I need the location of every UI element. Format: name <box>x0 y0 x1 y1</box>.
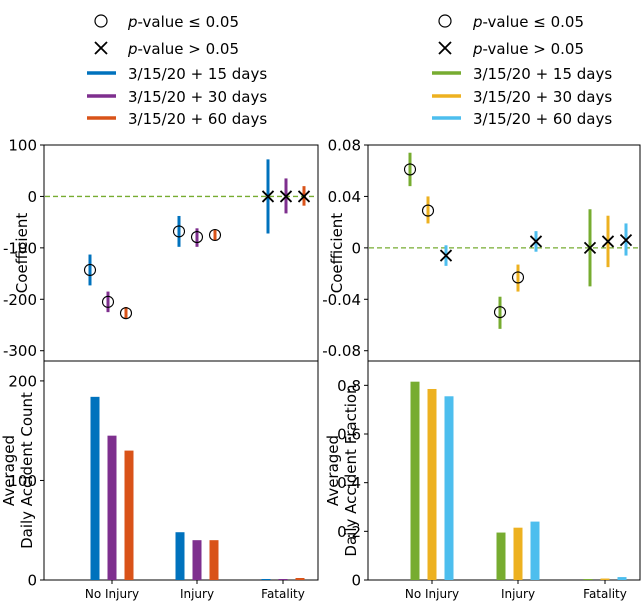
estimate-x-marker <box>297 190 311 203</box>
y-tick-label: 0 <box>351 572 361 590</box>
y-axis-label-line1: Averaged <box>324 435 342 506</box>
bar <box>600 578 610 580</box>
count-bar-panel-left: 0 100 200 Averaged Daily Accident Count No In… <box>0 360 319 601</box>
estimate-x-marker <box>619 234 633 247</box>
legend-p-rest: -value > 0.05 <box>483 40 584 58</box>
y-tick-label: -100 <box>3 239 37 257</box>
bar <box>124 450 134 580</box>
bar <box>175 532 185 580</box>
legend-p-rest: -value ≤ 0.05 <box>483 13 584 31</box>
estimate-circle-marker <box>101 295 115 308</box>
legend-p-italic: p <box>472 13 483 31</box>
estimate-x-marker <box>601 235 615 248</box>
legend-p-italic: p <box>127 40 138 58</box>
legend-right: p-value ≤ 0.05p-value > 0.053/15/20 + 15… <box>432 13 612 128</box>
legend-x-marker <box>94 41 108 55</box>
bar <box>530 521 540 580</box>
estimate-circle-marker <box>208 228 222 242</box>
y-tick-label: 0.4 <box>337 474 361 492</box>
estimate-x-marker <box>529 235 543 248</box>
x-tick-label: Fatality <box>261 587 305 601</box>
legend-series-label: 3/15/20 + 30 days <box>473 88 612 106</box>
legend-series-label: 3/15/20 + 15 days <box>128 65 267 83</box>
legend-p-italic: p <box>472 40 483 58</box>
y-tick-label: 100 <box>8 472 37 490</box>
y-tick-label: 0 <box>27 572 37 590</box>
legend-series-label: 3/15/20 + 60 days <box>128 110 267 128</box>
bar <box>583 579 593 580</box>
estimate-x-marker <box>583 241 597 254</box>
y-tick-label: 0.6 <box>337 426 361 444</box>
bar <box>209 540 219 580</box>
y-axis-label: Coefficient <box>13 213 31 294</box>
legend-p-rest: -value > 0.05 <box>138 40 239 58</box>
estimate-circle-marker <box>421 204 435 217</box>
legend-series-label: 3/15/20 + 30 days <box>128 88 267 106</box>
y-tick-label: 0 <box>27 188 37 206</box>
x-tick-label: Injury <box>501 587 535 601</box>
bar <box>427 388 437 580</box>
y-tick-label: 200 <box>8 372 37 390</box>
x-tick-label: No Injury <box>405 587 459 601</box>
bar <box>295 578 305 580</box>
y-tick-label: -200 <box>3 291 37 309</box>
legend-marker-label: p-value > 0.05 <box>472 40 584 58</box>
y-tick-label: 0.04 <box>328 188 361 206</box>
bar <box>496 532 506 580</box>
estimate-circle-marker <box>83 263 97 277</box>
legend-left: p-value ≤ 0.05p-value > 0.053/15/20 + 15… <box>87 13 267 128</box>
bar <box>278 579 288 580</box>
axes-frame <box>43 144 319 362</box>
y-tick-label: -0.08 <box>322 342 361 360</box>
estimate-x-marker <box>439 249 453 262</box>
y-tick-label: 0.08 <box>328 137 361 155</box>
legend-marker-label: p-value ≤ 0.05 <box>472 13 584 31</box>
legend-marker-label: p-value ≤ 0.05 <box>127 13 239 31</box>
estimate-circle-marker <box>511 271 525 284</box>
y-tick-label: 0.8 <box>337 377 361 395</box>
legend-p-rest: -value ≤ 0.05 <box>138 13 239 31</box>
legend-x-marker <box>438 41 452 55</box>
y-axis-label: Coefficient <box>328 213 346 294</box>
fraction-bar-panel-right: 0 0.2 0.4 0.6 0.8 Averaged Daily Accident Frac… <box>324 360 641 601</box>
legend-marker-label: p-value > 0.05 <box>127 40 239 58</box>
estimate-circle-marker <box>172 225 186 238</box>
x-tick-label: No Injury <box>85 587 139 601</box>
bar <box>90 396 100 580</box>
y-tick-label: 0.2 <box>337 523 361 541</box>
x-tick-label: Fatality <box>583 587 627 601</box>
bar <box>513 527 523 580</box>
y-tick-label: -0.04 <box>322 291 361 309</box>
bar <box>444 396 454 580</box>
estimate-circle-marker <box>119 307 133 320</box>
legend-series-label: 3/15/20 + 60 days <box>473 110 612 128</box>
legend-series-label: 3/15/20 + 15 days <box>473 65 612 83</box>
bar <box>107 435 117 580</box>
y-tick-label: -300 <box>3 342 37 360</box>
legend-p-italic: p <box>127 13 138 31</box>
bar <box>410 381 420 580</box>
y-tick-label: 100 <box>8 137 37 155</box>
bar <box>261 579 271 580</box>
estimate-circle-marker <box>493 306 507 319</box>
estimate-x-marker <box>261 190 275 203</box>
coefficient-panel-left: 100 0 -100 -200 -300 Coefficient <box>3 137 319 362</box>
y-axis-label-line1: Averaged <box>0 435 18 506</box>
estimate-circle-marker <box>190 231 204 244</box>
legend-circle-marker <box>94 14 108 28</box>
bar <box>192 540 202 580</box>
legend-circle-marker <box>438 14 452 28</box>
y-axis-label-line2: Daily Accident Fraction <box>342 384 360 556</box>
y-axis-label-line2: Daily Accident Count <box>18 392 36 549</box>
estimate-circle-marker <box>403 163 417 176</box>
y-tick-label: 0 <box>351 239 361 257</box>
bar <box>617 577 627 580</box>
x-tick-label: Injury <box>180 587 214 601</box>
coefficient-panel-right: 0.08 0.04 0 -0.04 -0.08 Coefficient <box>322 137 641 362</box>
estimate-x-marker <box>279 190 293 203</box>
